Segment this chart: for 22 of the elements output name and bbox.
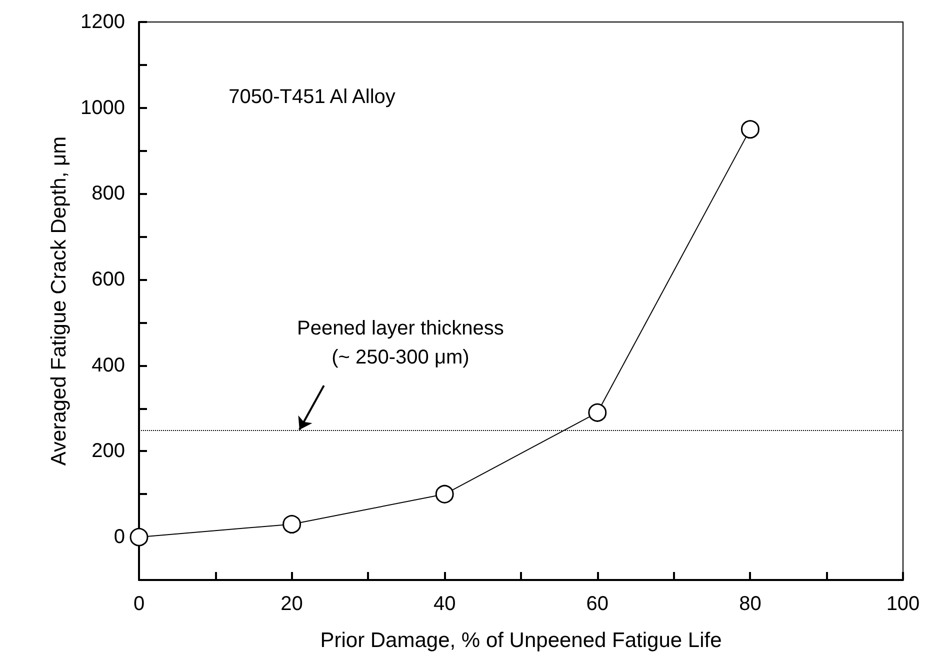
annotation: Peened layer thickness (~ 250-300 μm) (297, 317, 504, 368)
point (282, 514, 302, 534)
y-tick-label: 800 (92, 182, 125, 205)
y-tick-label: 400 (92, 354, 125, 376)
y-axis-title: Averaged Fatigue Crack Depth, μm (48, 136, 71, 466)
y-tick-label: 0 (114, 526, 125, 548)
point (588, 403, 607, 422)
x-tick-label: 80 (739, 593, 762, 615)
point (740, 120, 760, 139)
x-tick-label: 40 (433, 593, 456, 615)
x-tick-label: 100 (886, 593, 920, 615)
y-tick-label: 600 (92, 268, 125, 291)
y-tick-label: 1200 (80, 11, 125, 33)
x-axis-title: Prior Damage, % of Unpeened Fatigue Life (320, 629, 722, 652)
annotation: 7050-T451 Al Alloy (228, 86, 396, 108)
x-tick-label: 20 (280, 593, 303, 615)
y-tick-label: 200 (92, 440, 125, 462)
y-tick-label: 1000 (80, 96, 125, 119)
x-tick-label: 0 (133, 593, 145, 615)
point (435, 484, 454, 504)
point (130, 528, 148, 546)
x-tick-label: 60 (586, 593, 609, 615)
